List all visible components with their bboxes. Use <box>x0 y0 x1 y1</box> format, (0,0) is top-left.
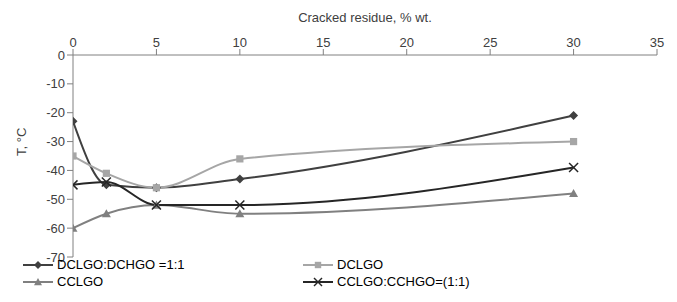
svg-text:25: 25 <box>483 35 497 50</box>
svg-text:30: 30 <box>566 35 580 50</box>
svg-text:Cracked residue, % wt.: Cracked residue, % wt. <box>298 10 432 25</box>
html-text:CCLGO:CCHGO=(1:1): CCLGO:CCHGO=(1:1) <box>337 274 470 289</box>
svg-text:-20: -20 <box>46 105 65 120</box>
svg-text:-40: -40 <box>46 163 65 178</box>
svg-text:-10: -10 <box>46 76 65 91</box>
svg-text:15: 15 <box>316 35 330 50</box>
svg-text:-50: -50 <box>46 192 65 207</box>
svg-text:5: 5 <box>153 35 160 50</box>
svg-text:-70: -70 <box>46 250 65 265</box>
html-text:CCLGO: CCLGO <box>57 274 104 289</box>
svg-text:0: 0 <box>58 48 65 63</box>
svg-text:20: 20 <box>399 35 413 50</box>
svg-text:0: 0 <box>69 35 76 50</box>
svg-text:-30: -30 <box>46 134 65 149</box>
svg-text:T, °C: T, °C <box>14 128 29 156</box>
svg-text:35: 35 <box>650 35 664 50</box>
html-text:DCLGO: DCLGO <box>337 257 384 272</box>
svg-text:10: 10 <box>233 35 247 50</box>
svg-text:-60: -60 <box>46 221 65 236</box>
html-text:DCLGO:DCHGO =1:1: DCLGO:DCHGO =1:1 <box>57 257 185 272</box>
